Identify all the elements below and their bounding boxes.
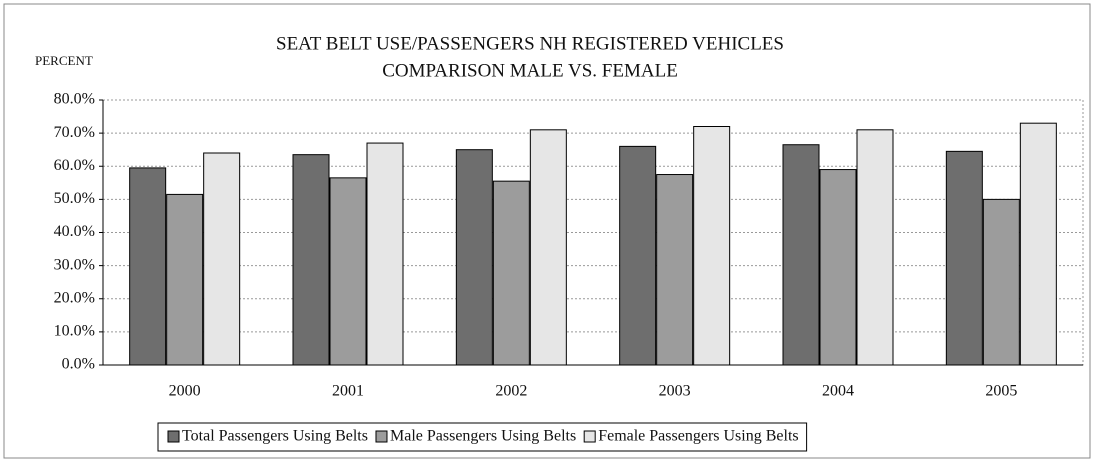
bar bbox=[292, 154, 330, 366]
bar bbox=[819, 169, 857, 366]
y-tick-label: 20.0% bbox=[54, 289, 95, 306]
bar bbox=[782, 144, 820, 366]
y-tick-label: 10.0% bbox=[54, 323, 95, 340]
x-tick-label: 2002 bbox=[495, 383, 527, 400]
bar bbox=[166, 193, 204, 366]
bar bbox=[982, 198, 1020, 366]
x-tick-label: 2000 bbox=[169, 383, 201, 400]
y-tick-label: 0.0% bbox=[62, 356, 95, 373]
bar bbox=[203, 152, 241, 366]
bar bbox=[693, 126, 731, 366]
x-tick-label: 2004 bbox=[822, 383, 854, 400]
legend-label: Male Passengers Using Belts bbox=[390, 428, 576, 445]
y-tick-label: 30.0% bbox=[54, 256, 95, 273]
y-tick-label: 80.0% bbox=[54, 91, 95, 108]
bar bbox=[945, 150, 983, 366]
bar bbox=[856, 129, 894, 366]
bar bbox=[1019, 122, 1057, 366]
bar bbox=[366, 142, 404, 366]
bar bbox=[329, 177, 367, 366]
x-tick-label: 2005 bbox=[985, 383, 1017, 400]
legend-swatch bbox=[375, 430, 388, 443]
y-tick-label: 50.0% bbox=[54, 190, 95, 207]
legend-swatch bbox=[167, 430, 180, 443]
bar bbox=[455, 149, 493, 366]
bar bbox=[619, 145, 657, 366]
bar bbox=[492, 180, 530, 366]
y-tick-label: 70.0% bbox=[54, 124, 95, 141]
y-tick-label: 60.0% bbox=[54, 157, 95, 174]
x-tick-label: 2001 bbox=[332, 383, 364, 400]
chart-title: SEAT BELT USE/PASSENGERS NH REGISTERED V… bbox=[276, 33, 784, 54]
x-tick-label: 2003 bbox=[659, 383, 691, 400]
legend-label: Female Passengers Using Belts bbox=[598, 428, 798, 445]
y-axis-label: PERCENT bbox=[35, 53, 93, 68]
bar bbox=[129, 167, 167, 366]
legend-swatch bbox=[583, 430, 596, 443]
legend-box bbox=[157, 422, 808, 452]
y-tick-label: 40.0% bbox=[54, 223, 95, 240]
bar bbox=[656, 174, 694, 366]
bar bbox=[529, 129, 567, 366]
legend-label: Total Passengers Using Belts bbox=[182, 428, 368, 445]
chart-subtitle: COMPARISON MALE VS. FEMALE bbox=[382, 60, 678, 81]
